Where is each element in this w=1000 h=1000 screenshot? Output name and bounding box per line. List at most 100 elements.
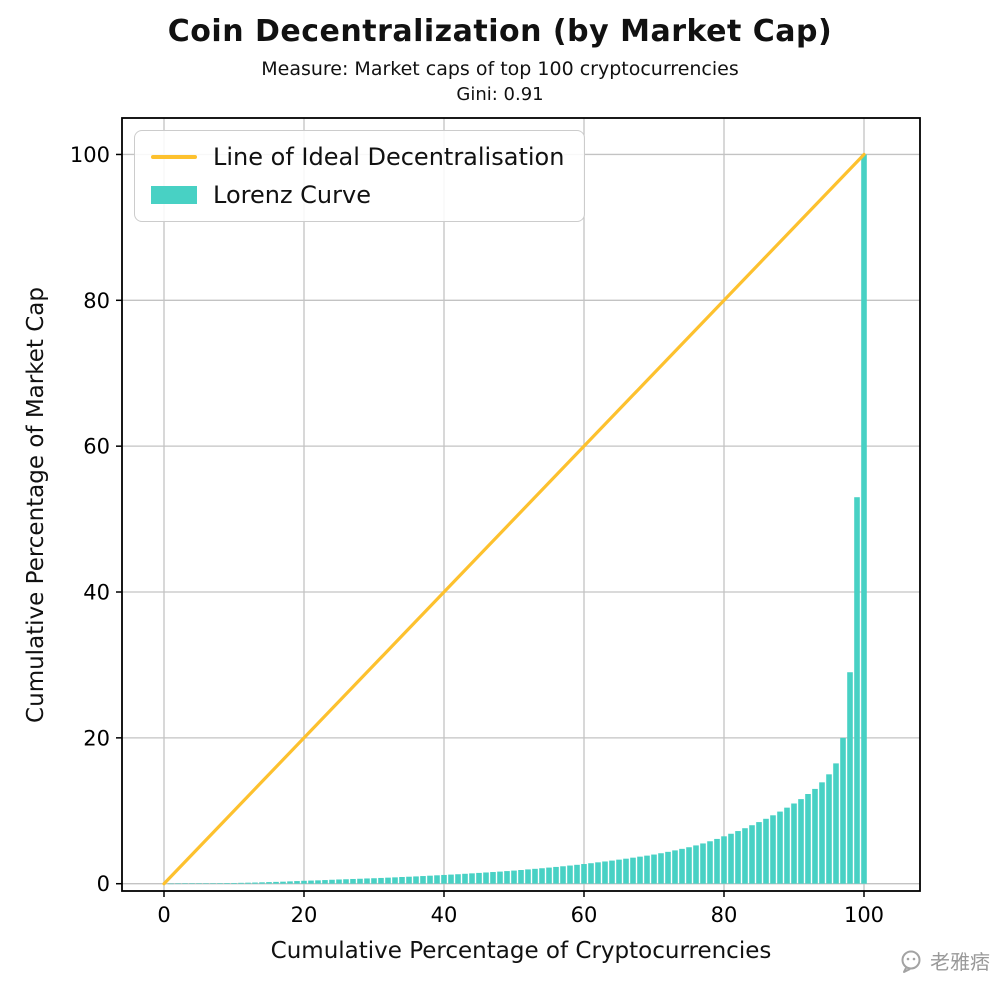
lorenz-bar <box>693 845 699 884</box>
x-tick-label: 40 <box>431 903 458 927</box>
lorenz-bar <box>672 850 678 884</box>
lorenz-bar <box>651 854 657 884</box>
lorenz-bar <box>616 859 622 884</box>
gini-value: Gini: 0.91 <box>456 84 544 105</box>
lorenz-bar <box>217 883 223 884</box>
legend-label-ideal-line: Line of Ideal Decentralisation <box>213 143 565 171</box>
lorenz-bar <box>350 878 356 884</box>
lorenz-bar <box>728 833 734 884</box>
lorenz-bar <box>679 848 685 884</box>
lorenz-curve-swatch <box>151 186 197 204</box>
lorenz-bar <box>301 880 307 884</box>
lorenz-bar <box>469 873 475 884</box>
lorenz-bar <box>210 883 216 884</box>
lorenz-bar <box>749 825 755 884</box>
ideal-decentralisation-line <box>162 152 866 886</box>
lorenz-bar <box>644 855 650 884</box>
x-tick-label: 20 <box>291 903 318 927</box>
lorenz-bar <box>581 864 587 884</box>
lorenz-bar <box>385 877 391 884</box>
lorenz-bar <box>630 857 636 884</box>
lorenz-bar <box>567 865 573 884</box>
lorenz-bar <box>259 882 265 884</box>
lorenz-bar <box>392 877 398 884</box>
lorenz-bar <box>840 737 846 884</box>
lorenz-bar <box>308 880 314 884</box>
lorenz-bar <box>609 860 615 884</box>
lorenz-bar <box>462 873 468 884</box>
lorenz-bar <box>343 879 349 884</box>
lorenz-bar <box>833 763 839 884</box>
lorenz-bar <box>854 497 860 884</box>
lorenz-bar <box>364 878 370 884</box>
lorenz-bar <box>420 876 426 884</box>
lorenz-bar <box>490 872 496 884</box>
x-tick-label: 100 <box>844 903 884 927</box>
lorenz-bar <box>497 871 503 884</box>
lorenz-bar <box>434 875 440 884</box>
lorenz-bar <box>224 883 230 884</box>
lorenz-bar <box>805 794 811 884</box>
lorenz-bar <box>252 882 258 884</box>
lorenz-bar <box>602 861 608 884</box>
chart-subtitle: Measure: Market caps of top 100 cryptocu… <box>261 58 739 80</box>
lorenz-bar <box>560 866 566 884</box>
lorenz-bar <box>329 879 335 884</box>
lorenz-bar <box>686 847 692 884</box>
lorenz-bar <box>721 836 727 884</box>
y-tick-label: 20 <box>83 726 110 750</box>
lorenz-bar <box>266 882 272 884</box>
lorenz-bar <box>287 881 293 884</box>
lorenz-bar <box>763 818 769 884</box>
ideal-line-swatch <box>151 155 197 159</box>
lorenz-bar <box>406 876 412 884</box>
lorenz-bar <box>455 874 461 884</box>
axes-frame <box>121 117 921 892</box>
lorenz-bar <box>238 882 244 884</box>
lorenz-bar <box>371 878 377 884</box>
lorenz-bar <box>861 154 867 884</box>
y-axis-label: Cumulative Percentage of Market Cap <box>23 287 49 723</box>
lorenz-bar <box>427 875 433 884</box>
lorenz-bar <box>518 870 524 884</box>
lorenz-bar <box>553 866 559 884</box>
lorenz-bar <box>595 862 601 884</box>
watermark-text: 老雅痞 <box>930 950 990 974</box>
lorenz-bar <box>399 877 405 884</box>
lorenz-bar <box>735 831 741 884</box>
lorenz-bar <box>770 815 776 884</box>
lorenz-bar <box>203 883 209 884</box>
y-tick-label: 40 <box>83 581 110 605</box>
y-tick-label: 100 <box>70 143 110 167</box>
x-tick-label: 60 <box>571 903 598 927</box>
lorenz-bar <box>294 881 300 884</box>
lorenz-bar <box>637 856 643 884</box>
lorenz-bar <box>483 872 489 884</box>
lorenz-bar <box>798 799 804 884</box>
y-tick-label: 60 <box>83 435 110 459</box>
lorenz-bar <box>448 874 454 884</box>
lorenz-bar <box>280 881 286 884</box>
watermark-logo-icon <box>901 950 921 973</box>
legend-item-lorenz-curve: Lorenz Curve <box>151 181 564 209</box>
x-axis-label: Cumulative Percentage of Cryptocurrencie… <box>270 938 772 964</box>
lorenz-bar <box>322 880 328 884</box>
lorenz-bar <box>231 882 237 884</box>
y-tick-label: 80 <box>83 289 110 313</box>
lorenz-bar <box>196 883 202 884</box>
lorenz-bar <box>658 853 664 884</box>
legend-label-lorenz-curve: Lorenz Curve <box>213 181 371 209</box>
lorenz-bar <box>574 864 580 884</box>
lorenz-bar <box>588 863 594 884</box>
legend-item-ideal-line: Line of Ideal Decentralisation <box>151 143 564 171</box>
lorenz-bar <box>504 871 510 884</box>
lorenz-bar <box>378 877 384 884</box>
lorenz-bar <box>413 876 419 884</box>
lorenz-bar <box>182 883 188 884</box>
chart-title: Coin Decentralization (by Market Cap) <box>167 14 833 49</box>
x-tick-label: 0 <box>157 903 170 927</box>
lorenz-bar <box>245 882 251 884</box>
lorenz-bar <box>357 878 363 884</box>
lorenz-bar <box>847 672 853 884</box>
